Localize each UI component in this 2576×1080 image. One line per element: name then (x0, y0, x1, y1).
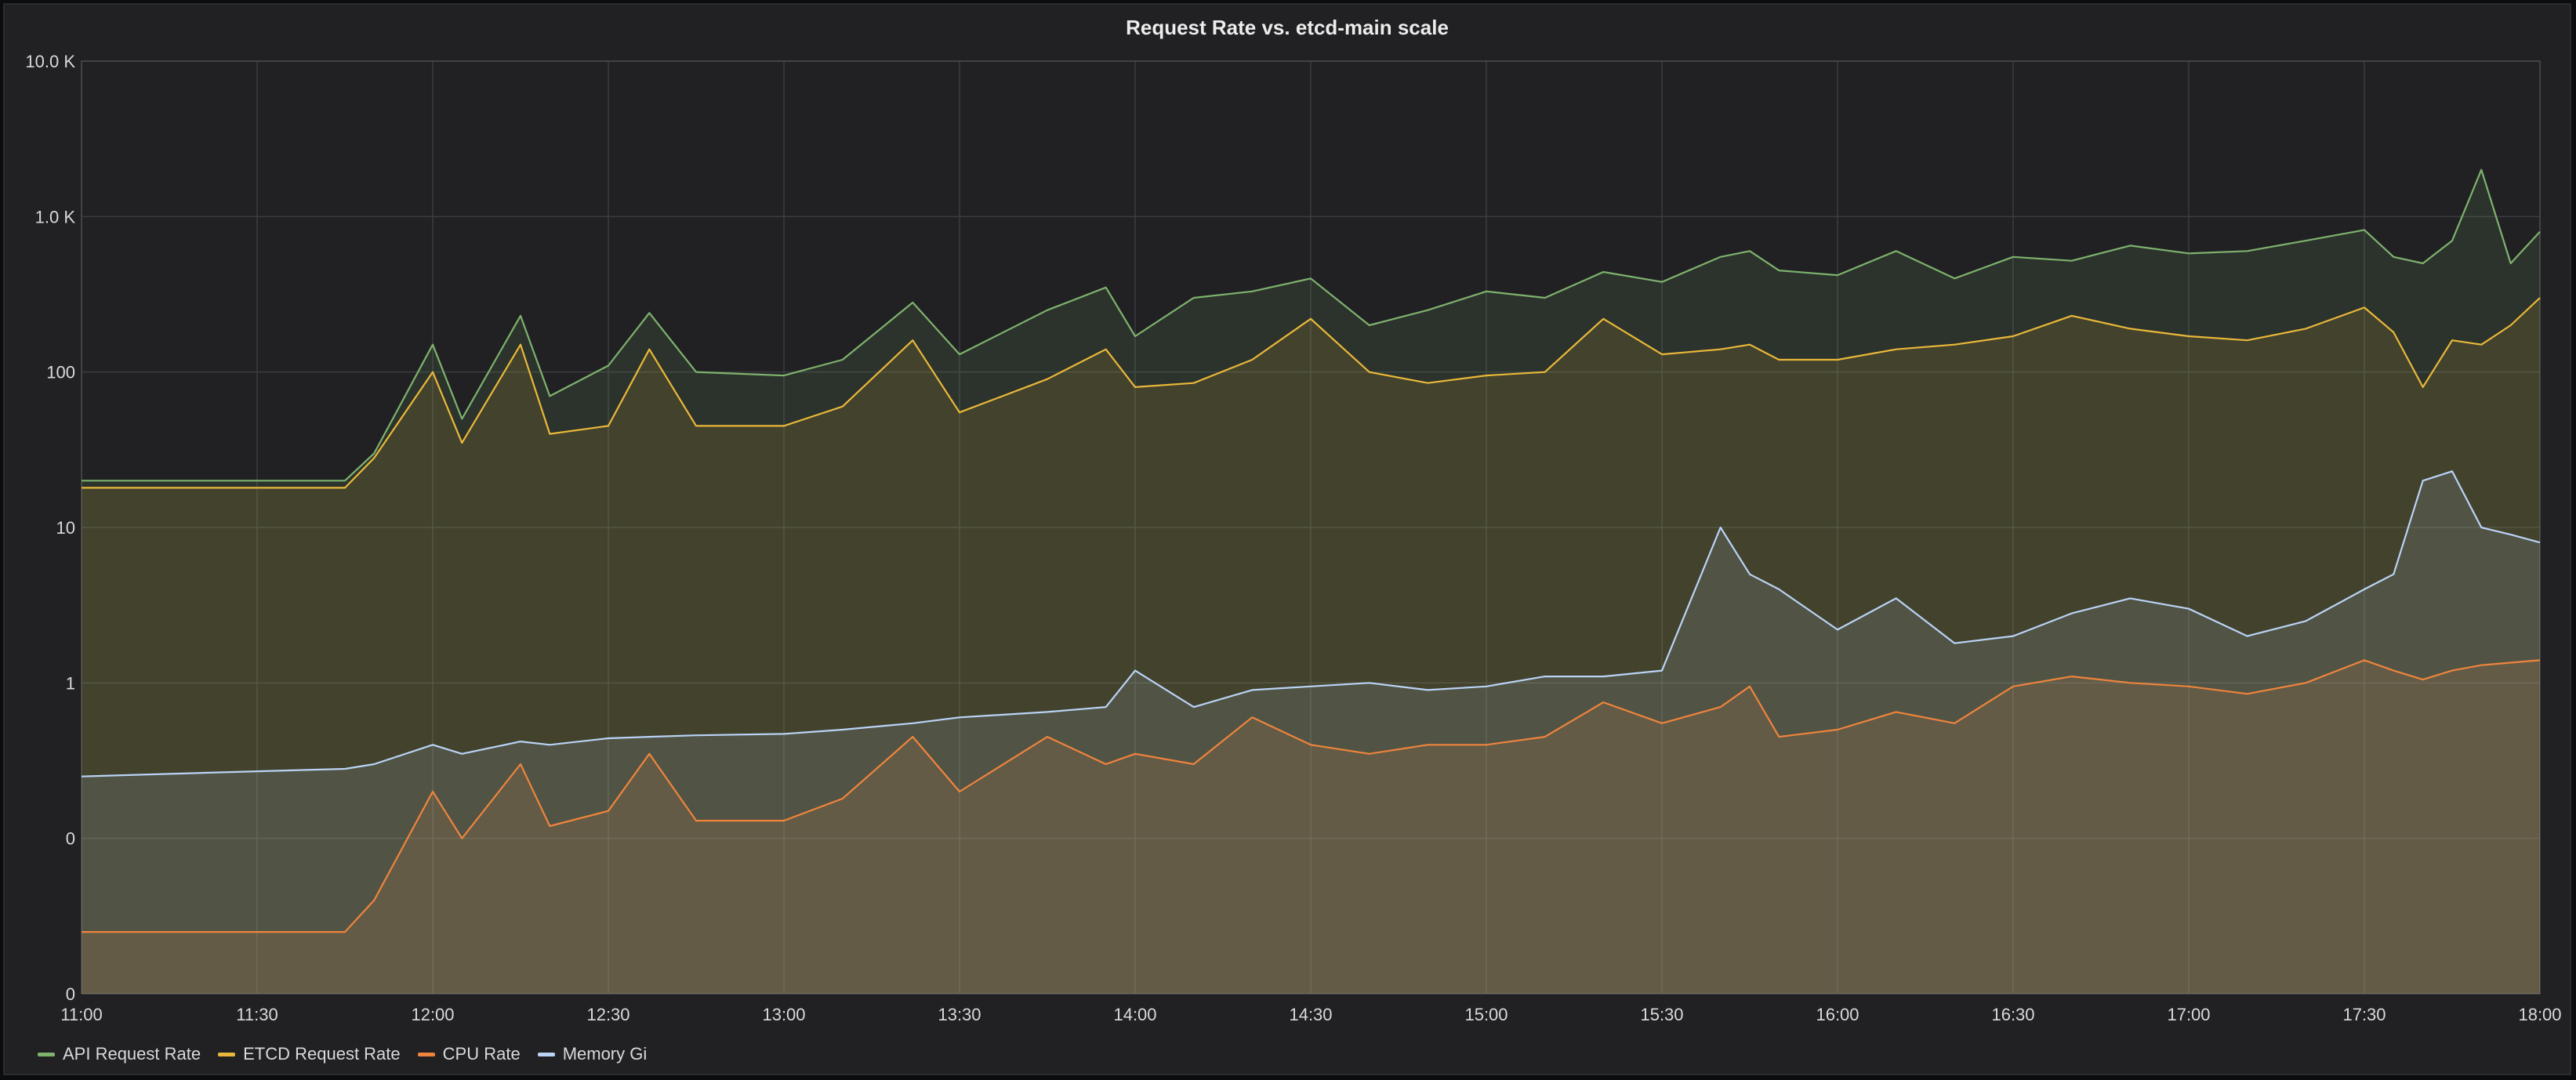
y-tick-label: 0 (66, 829, 75, 849)
y-tick-label: 1 (66, 673, 75, 693)
y-axis: 0 0 1 10 100 1.0 K 10.0 K (25, 52, 75, 1004)
plot-frame (81, 60, 2541, 995)
x-tick-label: 11:00 (60, 1005, 102, 1024)
grid (81, 60, 2541, 995)
series-line-cpu-rate[interactable] (82, 659, 2541, 933)
x-tick-label: 17:00 (2167, 1005, 2210, 1024)
chart: 0 0 1 10 100 1.0 K 10.0 K 11:00 11:30 12:00 12:30… (25, 52, 2561, 1024)
legend-swatch (417, 1052, 435, 1056)
x-tick-label: 18:00 (2518, 1005, 2561, 1024)
series-area-api-request-rate (82, 169, 2540, 995)
legend-item-memory-gi[interactable]: Memory Gi (537, 1044, 648, 1064)
series-line-etcd-request-rate[interactable] (82, 297, 2541, 489)
legend-item-cpu-rate[interactable]: CPU Rate (417, 1044, 521, 1064)
x-tick-label: 15:30 (1640, 1005, 1683, 1024)
x-tick-label: 14:30 (1289, 1005, 1332, 1024)
x-axis: 11:00 11:30 12:00 12:30 13:00 13:30 14:00 14:30… (60, 1005, 2561, 1024)
legend-item-etcd-request-rate[interactable]: ETCD Request Rate (218, 1044, 401, 1064)
panel-title[interactable]: Request Rate vs. etcd-main scale (1126, 16, 1449, 39)
series-lines (81, 169, 2541, 933)
legend-label: API Request Rate (63, 1044, 201, 1064)
graph-panel: Request Rate vs. etcd-main scale 0 0 1 10 10… (3, 3, 2571, 1075)
series-areas (82, 169, 2540, 995)
series-line-api-request-rate[interactable] (82, 169, 2541, 482)
x-tick-label: 16:00 (1816, 1005, 1859, 1024)
x-tick-label: 16:30 (1991, 1005, 2034, 1024)
series-line-memory-gi[interactable] (81, 470, 2541, 777)
x-tick-label: 17:30 (2342, 1005, 2386, 1024)
x-tick-label: 12:30 (586, 1005, 629, 1024)
legend-label: ETCD Request Rate (243, 1044, 401, 1064)
legend-item-api-request-rate[interactable]: API Request Rate (38, 1044, 201, 1064)
series-area-memory-gi (82, 471, 2540, 994)
legend: API Request Rate ETCD Request Rate CPU R… (38, 1044, 647, 1064)
x-tick-label: 13:00 (762, 1005, 805, 1024)
y-tick-label: 10 (56, 518, 75, 538)
legend-swatch (38, 1052, 55, 1056)
x-tick-label: 13:30 (938, 1005, 981, 1024)
y-tick-label: 1.0 K (35, 207, 76, 227)
x-tick-label: 12:00 (411, 1005, 454, 1024)
x-tick-label: 14:00 (1113, 1005, 1156, 1024)
legend-label: CPU Rate (442, 1044, 521, 1064)
series-area-cpu-rate (82, 660, 2540, 994)
x-tick-label: 15:00 (1464, 1005, 1508, 1024)
x-tick-label: 11:30 (236, 1005, 278, 1024)
legend-swatch (537, 1052, 555, 1056)
legend-label: Memory Gi (562, 1044, 648, 1064)
y-tick-label: 0 (66, 984, 75, 1004)
y-tick-label: 10.0 K (25, 52, 75, 71)
legend-swatch (218, 1052, 236, 1056)
y-tick-label: 100 (46, 363, 75, 382)
